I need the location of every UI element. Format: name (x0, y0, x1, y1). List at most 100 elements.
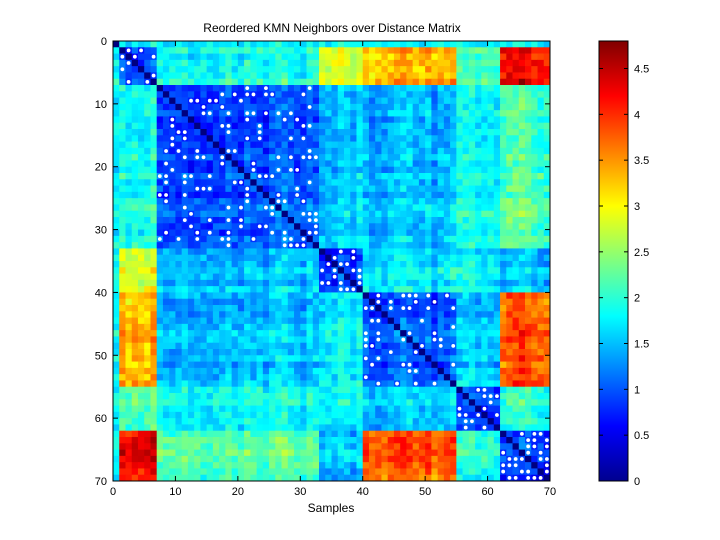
heatmap-cell (437, 323, 445, 331)
heatmap-cell (156, 355, 164, 362)
heatmap-cell (543, 210, 551, 218)
heatmap-cell (312, 455, 320, 463)
heatmap-cell (425, 380, 432, 388)
heatmap-cell (144, 349, 151, 356)
heatmap-cell (137, 424, 145, 432)
heatmap-cell (319, 361, 326, 369)
heatmap-cell (125, 147, 133, 155)
heatmap-cell (287, 97, 295, 105)
heatmap-cell (406, 72, 413, 80)
heatmap-cell (506, 72, 513, 80)
heatmap-cell (331, 393, 339, 400)
heatmap-cell (475, 311, 482, 318)
heatmap-cell (362, 405, 370, 413)
heatmap-cell (425, 361, 432, 369)
heatmap-cell (325, 110, 332, 117)
heatmap-cell (319, 141, 326, 149)
heatmap-cell (119, 267, 126, 274)
heatmap-cell (450, 349, 457, 356)
heatmap-cell (281, 311, 289, 318)
heatmap-cell (343, 53, 351, 61)
heatmap-cell (468, 160, 476, 168)
heatmap-cell (287, 141, 295, 149)
heatmap-cell (150, 97, 158, 105)
heatmap-cell (381, 141, 389, 149)
heatmap-cell (275, 91, 282, 98)
heatmap-cell (450, 449, 457, 457)
heatmap-cell (518, 154, 526, 161)
heatmap-cell (481, 229, 488, 237)
heatmap-cell (137, 229, 145, 237)
heatmap-cell (181, 311, 189, 318)
heatmap-cell (518, 91, 526, 98)
heatmap-cell (262, 279, 270, 287)
heatmap-cell (512, 110, 520, 117)
heatmap-cell (325, 204, 332, 212)
heatmap-cell (493, 248, 501, 256)
heatmap-cell (312, 462, 320, 469)
heatmap-cell (381, 330, 389, 337)
heatmap-cell (506, 103, 513, 111)
heatmap-cell (119, 386, 126, 394)
heatmap-cell (337, 449, 345, 457)
heatmap-cell (537, 122, 545, 130)
heatmap-cell (287, 399, 295, 406)
heatmap-cell (169, 254, 176, 262)
heatmap-cell (131, 166, 139, 174)
heatmap-cell (131, 129, 139, 136)
heatmap-cell (269, 66, 276, 73)
heatmap-cell (431, 443, 438, 450)
heatmap-cell (287, 173, 295, 180)
heatmap-cell (150, 292, 158, 300)
heatmap-cell (325, 97, 332, 105)
heatmap-cell (543, 355, 551, 362)
heatmap-cell (181, 437, 189, 444)
heatmap-cell (475, 160, 482, 168)
heatmap-cell (269, 116, 276, 124)
neighbor-dot (182, 174, 187, 179)
heatmap-cell (312, 330, 320, 337)
heatmap-cell (206, 399, 214, 406)
heatmap-cell (525, 298, 532, 306)
heatmap-cell (450, 103, 457, 111)
heatmap-cell (393, 462, 401, 469)
heatmap-cell (113, 135, 120, 142)
heatmap-cell (206, 455, 214, 463)
heatmap-cell (137, 191, 145, 199)
heatmap-cell (256, 47, 264, 54)
heatmap-cell (144, 468, 151, 476)
heatmap-cell (113, 267, 120, 274)
heatmap-cell (219, 173, 226, 180)
heatmap-cell (462, 279, 470, 287)
heatmap-cell (468, 116, 476, 124)
heatmap-cell (250, 330, 257, 337)
heatmap-cell (425, 393, 432, 400)
heatmap-cell (150, 47, 158, 54)
heatmap-cell (131, 135, 139, 142)
heatmap-cell (368, 229, 376, 237)
heatmap-cell (468, 317, 476, 325)
heatmap-cell (181, 298, 189, 306)
heatmap-cell (337, 242, 345, 249)
heatmap-cell (468, 191, 476, 199)
heatmap-cell (525, 59, 532, 67)
heatmap-cell (381, 179, 389, 186)
heatmap-cell (194, 336, 201, 344)
heatmap-cell (219, 430, 226, 438)
heatmap-cell (331, 437, 339, 444)
heatmap-cell (368, 437, 376, 444)
heatmap-cell (400, 110, 407, 117)
neighbor-dot (276, 111, 281, 116)
heatmap-cell (400, 154, 407, 161)
heatmap-cell (312, 135, 320, 142)
heatmap-cell (244, 129, 251, 136)
heatmap-cell (543, 374, 551, 381)
heatmap-cell (156, 349, 164, 356)
heatmap-cell (343, 437, 351, 444)
heatmap-cell (443, 286, 451, 293)
heatmap-cell (294, 135, 301, 142)
heatmap-cell (437, 97, 445, 105)
heatmap-cell (306, 361, 314, 369)
heatmap-cell (375, 455, 382, 463)
heatmap-cell (331, 179, 339, 186)
